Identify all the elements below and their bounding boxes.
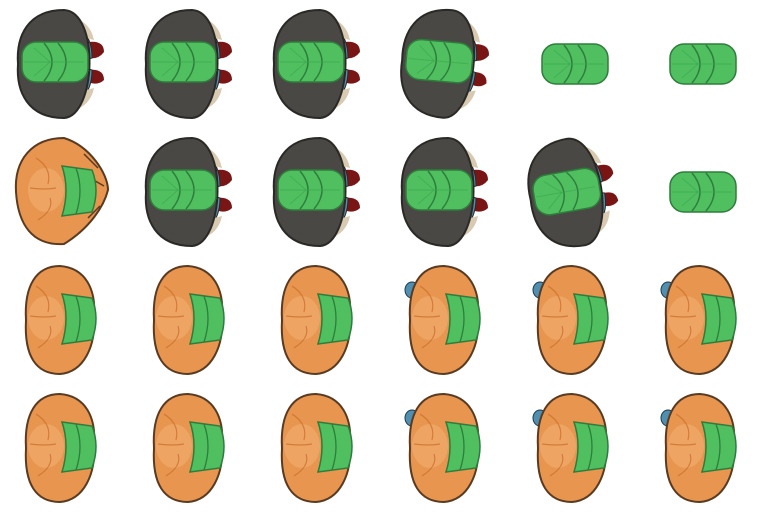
thumbnail-image: [404, 264, 481, 376]
green-cap: [21, 41, 89, 83]
green-cap: [188, 421, 225, 473]
thumbnail-11: [512, 128, 640, 256]
thumbnail-17: [512, 256, 640, 384]
green-cap: [316, 421, 353, 473]
thumbnail-image: [660, 392, 737, 504]
thumbnail-18: [640, 256, 768, 384]
thumbnail-14: [128, 256, 256, 384]
thumbnail-image: [24, 392, 97, 504]
green-cap: [149, 169, 217, 211]
green-cap: [405, 38, 474, 84]
green-cap: [444, 421, 481, 473]
green-cap: [277, 41, 345, 83]
thumbnail-2: [128, 0, 256, 128]
green-cap: [541, 43, 609, 85]
thumbnail-21: [256, 384, 384, 512]
thumbnail-4: [384, 0, 512, 128]
thumbnail-image: [144, 136, 232, 248]
thumbnail-6: [640, 0, 768, 128]
thumbnail-20: [128, 384, 256, 512]
thumbnail-16: [384, 256, 512, 384]
green-cap: [405, 169, 473, 211]
thumbnail-image: [14, 136, 110, 246]
thumbnail-image: [16, 8, 104, 120]
thumbnail-image: [532, 264, 609, 376]
green-cap: [60, 421, 97, 473]
green-cap: [669, 43, 737, 85]
thumbnail-10: [384, 128, 512, 256]
thumbnail-7: [0, 128, 128, 256]
thumbnail-12: [640, 128, 768, 256]
green-cap: [532, 167, 602, 216]
thumbnail-image: [24, 264, 97, 376]
thumbnail-image: [144, 8, 232, 120]
thumbnail-image: [669, 171, 737, 213]
thumbnail-image: [272, 8, 360, 120]
green-cap: [149, 41, 217, 83]
thumbnail-image: [404, 392, 481, 504]
thumbnail-image: [669, 43, 737, 85]
thumbnail-8: [128, 128, 256, 256]
green-cap: [188, 293, 225, 345]
thumbnail-image: [527, 137, 619, 248]
green-cap: [572, 421, 609, 473]
green-cap: [700, 293, 737, 345]
thumbnail-image: [272, 136, 360, 248]
thumbnail-image: [400, 9, 489, 119]
thumbnail-image: [400, 136, 488, 248]
green-cap: [572, 293, 609, 345]
thumbnail-image: [541, 43, 609, 85]
green-cap: [60, 165, 97, 217]
thumbnail-1: [0, 0, 128, 128]
green-cap: [316, 293, 353, 345]
thumbnail-image: [280, 264, 353, 376]
thumbnail-image: [532, 392, 609, 504]
thumbnail-image: [660, 264, 737, 376]
thumbnail-22: [384, 384, 512, 512]
green-cap: [444, 293, 481, 345]
thumbnail-image: [152, 392, 225, 504]
thumbnail-13: [0, 256, 128, 384]
green-cap: [669, 171, 737, 213]
green-cap: [700, 421, 737, 473]
thumbnail-15: [256, 256, 384, 384]
thumbnail-9: [256, 128, 384, 256]
thumbnail-19: [0, 384, 128, 512]
thumbnail-5: [512, 0, 640, 128]
thumbnail-24: [640, 384, 768, 512]
green-cap: [60, 293, 97, 345]
thumbnail-3: [256, 0, 384, 128]
thumbnail-image: [152, 264, 225, 376]
green-cap: [277, 169, 345, 211]
thumbnail-image: [280, 392, 353, 504]
thumbnail-23: [512, 384, 640, 512]
